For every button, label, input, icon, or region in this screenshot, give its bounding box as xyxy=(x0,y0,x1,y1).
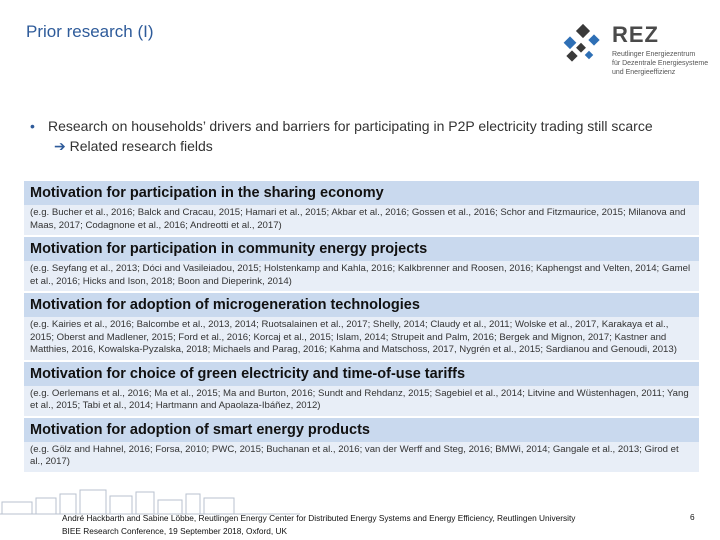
rez-logo-mark-icon xyxy=(563,23,600,62)
slide-title: Prior research (I) xyxy=(26,22,154,41)
bullet-dot-icon: • xyxy=(30,118,35,134)
bullet-text: Research on households’ drivers and barr… xyxy=(48,118,653,134)
research-field-heading: Motivation for adoption of smart energy … xyxy=(24,417,699,442)
research-field-heading: Motivation for participation in communit… xyxy=(24,237,699,261)
rez-logo: REZ Reutlinger Energiezentrum für Dezent… xyxy=(560,22,710,76)
research-field-box: Motivation for participation in the shar… xyxy=(24,181,699,235)
research-field-references: (e.g. Bucher et al., 2016; Balck and Cra… xyxy=(24,205,699,235)
footer-text: André Hackbarth and Sabine Löbbe, Reutli… xyxy=(62,512,575,538)
footer-conference: BIEE Research Conference, 19 September 2… xyxy=(62,526,288,536)
research-field-heading: Motivation for choice of green electrici… xyxy=(24,361,699,386)
research-field-box: Motivation for adoption of microgenerati… xyxy=(24,293,699,360)
arrow-right-icon: ➔ xyxy=(54,138,70,154)
bullet-point: • Research on households’ drivers and ba… xyxy=(30,116,700,156)
footer-skyline-decoration xyxy=(0,489,300,515)
research-field-box: Motivation for choice of green electrici… xyxy=(24,361,699,416)
research-field-references: (e.g. Gölz and Hahnel, 2016; Forsa, 2010… xyxy=(24,441,699,472)
research-fields: Motivation for participation in the shar… xyxy=(24,181,699,474)
logo-sub-line: für Dezentrale Energiesysteme xyxy=(612,60,709,67)
footer-authors: André Hackbarth and Sabine Löbbe, Reutli… xyxy=(62,513,576,523)
research-field-references: (e.g. Kairies et al., 2016; Balcombe et … xyxy=(24,317,699,360)
logo-name: REZ xyxy=(612,22,659,47)
research-field-heading: Motivation for participation in the shar… xyxy=(24,181,699,205)
logo-subtitle: Reutlinger Energiezentrum für Dezentrale… xyxy=(612,50,708,77)
research-field-heading: Motivation for adoption of microgenerati… xyxy=(24,293,699,317)
logo-sub-line: Reutlinger Energiezentrum xyxy=(612,51,696,58)
arrow-line: ➔ Related research fields xyxy=(30,136,700,156)
arrow-text: Related research fields xyxy=(69,138,213,154)
research-field-references: (e.g. Seyfang et al., 2013; Dóci and Vas… xyxy=(24,261,699,291)
research-field-box: Motivation for participation in communit… xyxy=(24,237,699,291)
page-number: 6 xyxy=(690,512,695,522)
research-field-references: (e.g. Oerlemans et al., 2016; Ma et al.,… xyxy=(24,385,699,416)
research-field-box: Motivation for adoption of smart energy … xyxy=(24,417,699,472)
logo-sub-line: und Energieeffizienz xyxy=(612,69,676,76)
